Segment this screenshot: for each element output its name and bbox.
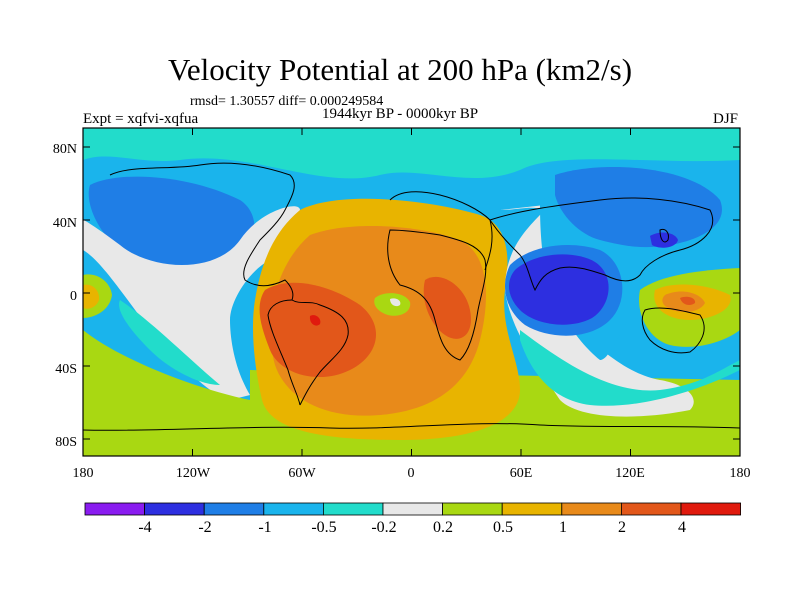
colorbar-swatch: [561, 502, 622, 516]
colorbar-swatch: [203, 502, 265, 516]
rmsd-diff-stats: rmsd= 1.30557 diff= 0.000249584: [190, 94, 384, 109]
colorbar-label: -2: [198, 519, 212, 536]
w-pacific-red-orange: [680, 296, 696, 306]
colorbar-swatch: [322, 502, 384, 516]
north-america-coast: [109, 162, 295, 301]
lat-label-40n: 40N: [52, 216, 77, 231]
axis-ticks: [82, 128, 741, 456]
season-label: DJF: [712, 111, 738, 127]
colorbar-label: -4: [138, 519, 152, 536]
s-america-red-orange: [259, 282, 377, 378]
colorbar-swatch: [680, 502, 741, 516]
colorbar-swatch: [621, 502, 682, 516]
lon-label-180w: 180: [72, 466, 94, 481]
contour-fields: [83, 128, 740, 456]
lat-label-0: 0: [70, 289, 77, 304]
africa-coast: [387, 229, 487, 361]
asia-mid-blue: [555, 167, 722, 248]
lon-label-120w: 120W: [175, 466, 211, 481]
colorbar-label: 4: [678, 519, 686, 536]
lat-label-40s: 40S: [55, 362, 77, 377]
lon-label-0: 0: [407, 466, 415, 481]
lat-label-80s: 80S: [55, 435, 77, 450]
colorbar-label: -0.2: [371, 519, 397, 536]
australia-coast: [641, 307, 705, 354]
plot-title: Velocity Potential at 200 hPa (km2/s): [167, 52, 633, 87]
period-label: 1944kyr BP - 0000kyr BP: [321, 106, 479, 122]
colorbar-label: 2: [618, 519, 626, 536]
indian-ocean-dark-blue: [508, 254, 609, 325]
colorbar-swatch: [144, 502, 205, 516]
colorbar-swatch: [382, 502, 443, 516]
lon-label-60w: 60W: [288, 466, 316, 481]
n-america-negative: [88, 176, 255, 287]
experiment-label: Expt = xqfvi-xqfua: [83, 111, 199, 127]
colorbar-label: 1: [559, 519, 567, 536]
mid-atlantic-white: [390, 298, 401, 307]
south-america-west-coast: [267, 299, 301, 406]
colorbar-label: -1: [258, 519, 272, 536]
colorbar-swatch: [442, 502, 503, 516]
colorbar-label: 0.5: [493, 519, 513, 536]
europe-coast: [389, 191, 493, 271]
colorbar-swatch: [84, 502, 145, 516]
south-america-coast: [291, 299, 349, 406]
colorbar-label: -0.5: [311, 519, 337, 536]
antarctica-coast: [83, 423, 740, 431]
japan-dark-blue: [650, 232, 678, 248]
lon-label-180e: 180: [729, 466, 751, 481]
asia-coast: [489, 197, 714, 292]
colorbar-swatch: [263, 502, 324, 516]
colorbar-label: 0.2: [433, 519, 453, 536]
e-pacific-yellow: [83, 284, 100, 309]
colorbar: [84, 502, 741, 516]
southern-teal-band: [520, 330, 740, 406]
lat-label-80n: 80N: [52, 142, 77, 157]
arctic-teal-band: [83, 128, 740, 179]
s-pacific-teal: [119, 300, 220, 385]
japan-coast: [659, 229, 669, 243]
lon-label-60e: 60E: [509, 466, 533, 481]
colorbar-swatch: [501, 502, 563, 516]
coastlines: [83, 162, 740, 431]
lon-label-120e: 120E: [615, 466, 645, 481]
west-transition-band: [83, 206, 300, 400]
s-america-red-core: [309, 315, 321, 326]
south-pacific-green: [83, 330, 250, 456]
